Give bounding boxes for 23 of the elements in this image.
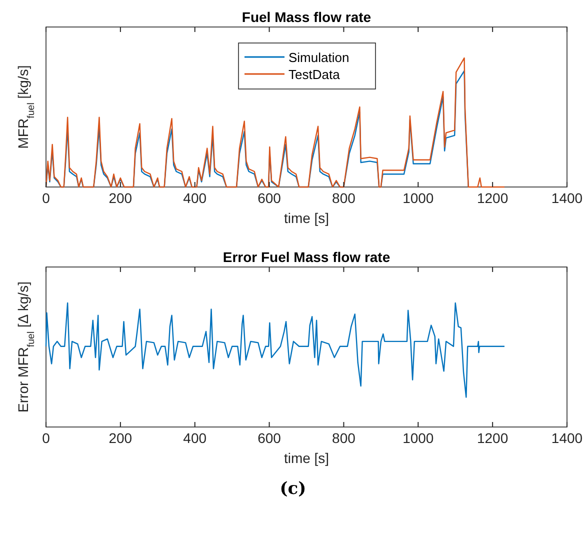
x-axis-title: time [s]	[284, 450, 330, 466]
x-tick-label: 800	[332, 430, 356, 446]
x-tick-label: 1000	[402, 430, 434, 446]
x-tick-label: 0	[42, 190, 50, 206]
legend-label: TestData	[288, 67, 341, 82]
x-tick-label: 1400	[551, 430, 583, 446]
x-tick-label: 600	[258, 190, 282, 206]
x-tick-label: 1400	[551, 190, 583, 206]
chart-title: Fuel Mass flow rate	[242, 9, 372, 25]
legend-label: Simulation	[288, 50, 350, 65]
x-tick-label: 200	[108, 430, 132, 446]
x-tick-label: 1000	[402, 190, 434, 206]
x-tick-label: 400	[183, 190, 207, 206]
x-tick-label: 0	[42, 430, 50, 446]
text: (c)	[280, 479, 306, 499]
x-tick-label: 200	[108, 190, 132, 206]
x-tick-label: 1200	[476, 430, 508, 446]
chart-title: Error Fuel Mass flow rate	[222, 249, 390, 265]
x-tick-label: 1200	[476, 190, 508, 206]
x-tick-label: 800	[332, 190, 356, 206]
x-axis-title: time [s]	[284, 210, 330, 226]
x-tick-label: 600	[258, 430, 282, 446]
x-tick-label: 400	[183, 430, 207, 446]
